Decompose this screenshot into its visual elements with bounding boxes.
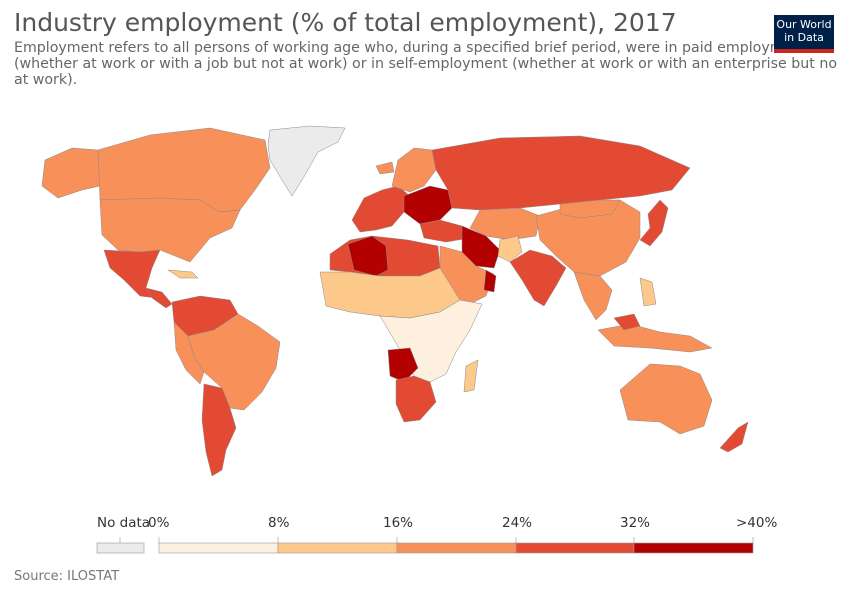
region-new-zealand[interactable] [719, 421, 749, 453]
logo-line-2: in Data [784, 31, 824, 44]
region-oman[interactable] [483, 269, 497, 293]
legend-swatch-0-8 [158, 542, 279, 554]
owid-logo[interactable]: Our World in Data [774, 15, 834, 53]
region-malaysia[interactable] [613, 313, 641, 331]
region-western-europe[interactable] [351, 185, 411, 233]
region-eastern-europe[interactable] [403, 185, 453, 225]
world-map[interactable] [0, 110, 850, 490]
region-southern-africa[interactable] [395, 375, 437, 423]
region-greenland[interactable] [267, 125, 346, 197]
legend-swatch-24-32 [515, 542, 635, 554]
region-argentina-chile[interactable] [201, 383, 237, 477]
legend-swatch-8-16 [277, 542, 398, 554]
region-philippines[interactable] [639, 277, 657, 307]
region-central-asia[interactable] [469, 207, 541, 241]
legend-swatch-32-40 [633, 542, 754, 554]
region-indonesia[interactable] [597, 323, 713, 353]
region-australia[interactable] [619, 363, 713, 435]
region-mongolia[interactable] [559, 199, 621, 219]
chart-subtitle: Employment refers to all persons of work… [14, 40, 837, 88]
region-southeast-asia[interactable] [573, 271, 613, 321]
legend-tick-1: 8% [268, 515, 290, 531]
region-russia[interactable] [431, 135, 691, 211]
legend-color-bar [96, 537, 754, 554]
legend-swatch-no-data [96, 542, 145, 554]
region-caribbean[interactable] [167, 269, 199, 279]
legend-tick-0: 0% [148, 515, 170, 531]
region-central-america[interactable] [145, 287, 173, 309]
legend-swatch-16-24 [396, 542, 517, 554]
legend-no-data-label: No data [97, 515, 151, 531]
region-peru-bolivia[interactable] [173, 321, 205, 385]
region-algeria[interactable] [347, 235, 389, 277]
region-angola[interactable] [387, 347, 419, 383]
region-iceland[interactable] [375, 161, 395, 175]
region-scandinavia[interactable] [391, 147, 437, 193]
legend-tick-4: 32% [620, 515, 651, 531]
region-united-states[interactable] [99, 197, 241, 263]
region-madagascar[interactable] [463, 359, 479, 393]
region-india[interactable] [509, 249, 567, 307]
legend-tick-5: >40% [736, 515, 778, 531]
source-note: Source: ILOSTAT [14, 569, 120, 584]
legend-tick-2: 16% [383, 515, 414, 531]
legend-tick-3: 24% [502, 515, 533, 531]
chart-title: Industry employment (% of total employme… [14, 8, 677, 37]
region-japan[interactable] [639, 199, 669, 247]
logo-accent-bar [774, 49, 834, 53]
logo-line-1: Our World [776, 18, 832, 31]
region-alaska[interactable] [41, 147, 101, 199]
region-afghanistan[interactable] [497, 235, 523, 263]
